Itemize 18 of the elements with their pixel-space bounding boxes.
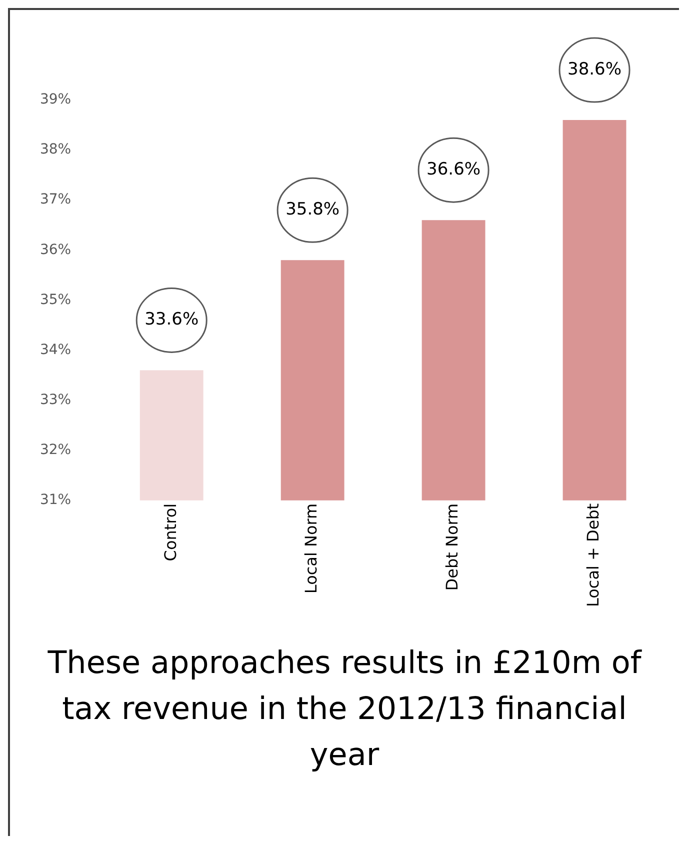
x-tick-label: Debt Norm	[442, 503, 462, 591]
y-tick-label: 38%	[40, 142, 72, 158]
y-tick-label: 37%	[40, 192, 72, 208]
y-tick-label: 33%	[40, 392, 72, 408]
data-label: 38.6%	[568, 59, 622, 80]
data-label: 36.6%	[426, 160, 481, 180]
y-tick-label: 36%	[40, 242, 72, 258]
x-tick-label: Control	[160, 503, 180, 562]
data-label: 33.6%	[144, 310, 199, 330]
text: These approaches results in £210m of tax revenue in the 2012/13 financial year	[46, 644, 643, 775]
data-label: 35.8%	[286, 200, 340, 220]
y-tick-label: 31%	[40, 492, 72, 508]
y-tick-label: 34%	[40, 342, 72, 358]
y-tick-label: 35%	[40, 292, 72, 308]
x-tick-label: Local Norm	[302, 503, 321, 594]
y-tick-label: 39%	[40, 92, 72, 108]
y-tick-label: 32%	[40, 442, 72, 458]
x-tick-label: Local + Debt	[584, 503, 603, 607]
